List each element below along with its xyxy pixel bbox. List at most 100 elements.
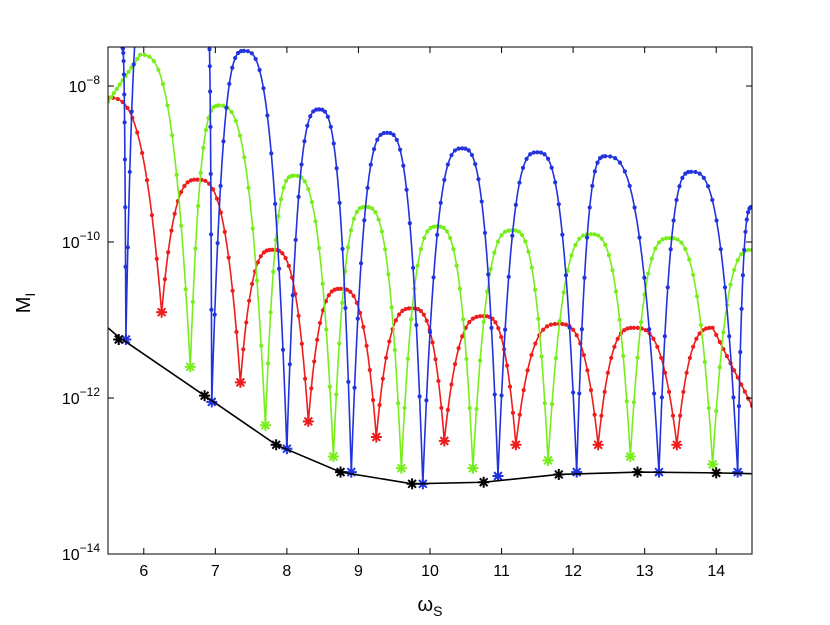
series-point-red (574, 333, 579, 338)
series-point-blue (482, 230, 488, 235)
series-point-blue (671, 218, 676, 223)
series-point-blue (265, 113, 270, 118)
series-point-red (267, 247, 272, 252)
series-point-red (393, 318, 398, 323)
series-point-blue (731, 395, 736, 400)
series-point-red (403, 306, 408, 312)
series-point-green (721, 330, 726, 335)
series-layer (108, 18, 752, 490)
series-point-blue (355, 316, 360, 321)
series-point-red (195, 177, 200, 182)
series-point-red (214, 196, 220, 201)
series-point-red (470, 316, 476, 321)
series-point-blue (463, 146, 468, 151)
series-point-blue (208, 124, 213, 129)
series-point-red (135, 130, 140, 135)
series-point-blue (207, 37, 211, 41)
series-point-blue (662, 334, 667, 339)
series-point-red (312, 359, 317, 364)
series-point-green (156, 67, 161, 72)
series-point-green (649, 256, 654, 261)
series-point-red (436, 378, 441, 384)
series-point-blue (652, 391, 657, 396)
series-point-red (581, 352, 586, 358)
series-point-green (345, 245, 351, 250)
series-point-green (203, 127, 208, 133)
series-line-blue (121, 47, 752, 484)
series-point-blue (131, 62, 136, 67)
series-point-blue (632, 205, 637, 210)
series-point-green (281, 185, 286, 190)
series-point-green (441, 225, 446, 230)
series-point-blue (524, 156, 529, 161)
series-point-red (474, 314, 479, 319)
envelope-star (113, 334, 125, 345)
series-point-green (392, 347, 397, 353)
envelope-star (406, 478, 418, 490)
series-point-green (683, 246, 688, 252)
series-point-blue (120, 47, 126, 51)
series-point-green (428, 225, 433, 230)
series-point-red (247, 298, 252, 303)
series-point-red (563, 322, 569, 327)
series-point-green (503, 229, 508, 234)
series-point-red (166, 250, 171, 255)
series-point-green (617, 317, 622, 322)
series-point-blue (528, 152, 533, 157)
series-point-green (687, 257, 692, 262)
series-point-red (424, 318, 429, 323)
series-point-green (523, 239, 528, 244)
series-point-green (379, 229, 384, 234)
series-point-red (226, 255, 231, 260)
series-point-green (169, 133, 175, 138)
series-point-blue (212, 312, 217, 317)
x-axis-label-sub: S (433, 603, 442, 619)
series-point-blue (479, 199, 484, 204)
series-point-blue (577, 391, 582, 396)
series-point-green (638, 320, 644, 325)
x-axis-label: ωS (418, 594, 443, 619)
series-point-green (190, 299, 195, 304)
series-point-blue (592, 169, 598, 174)
series-point-blue (121, 58, 126, 64)
series-point-green (717, 365, 722, 370)
series-point-green (351, 216, 356, 221)
series-point-red (628, 325, 633, 330)
series-point-green (565, 268, 570, 274)
series-point-red (344, 287, 350, 292)
series-point-blue (195, 18, 199, 22)
series-point-red (521, 388, 526, 393)
series-point-blue (567, 325, 572, 330)
series-point-red (643, 328, 648, 333)
ticks-layer: 6 7 8 9 10 11 12 13 14 10−14 10−12 10−10 10−8 (62, 47, 752, 580)
series-point-blue (549, 165, 554, 170)
series-point-red (241, 347, 246, 352)
series-point-red (249, 281, 255, 287)
series-point-green (108, 99, 111, 104)
series-point-green (610, 268, 615, 273)
series-point-green (354, 209, 359, 215)
series-point-green (513, 228, 518, 233)
series-point-green (370, 206, 375, 211)
series-point-red (493, 320, 498, 325)
series-point-red (678, 413, 683, 418)
envelope-star (553, 468, 565, 480)
series-point-green (467, 405, 472, 411)
series-point-red (499, 334, 504, 340)
series-point-blue (227, 81, 232, 86)
series-point-blue (710, 197, 715, 203)
series-point-red (544, 324, 550, 329)
series-point-red (588, 388, 594, 393)
series-point-green (198, 170, 203, 175)
minimum-star-red (671, 439, 683, 451)
series-point-blue (245, 49, 250, 54)
series-point-green (603, 242, 608, 247)
series-point-green (592, 232, 597, 237)
series-point-red (400, 308, 405, 314)
series-point-red (694, 336, 699, 341)
series-point-blue (742, 247, 747, 253)
series-point-green (448, 235, 453, 241)
series-point-red (351, 293, 356, 299)
y-axis-label-main: M (13, 297, 35, 314)
series-point-red (179, 189, 184, 195)
